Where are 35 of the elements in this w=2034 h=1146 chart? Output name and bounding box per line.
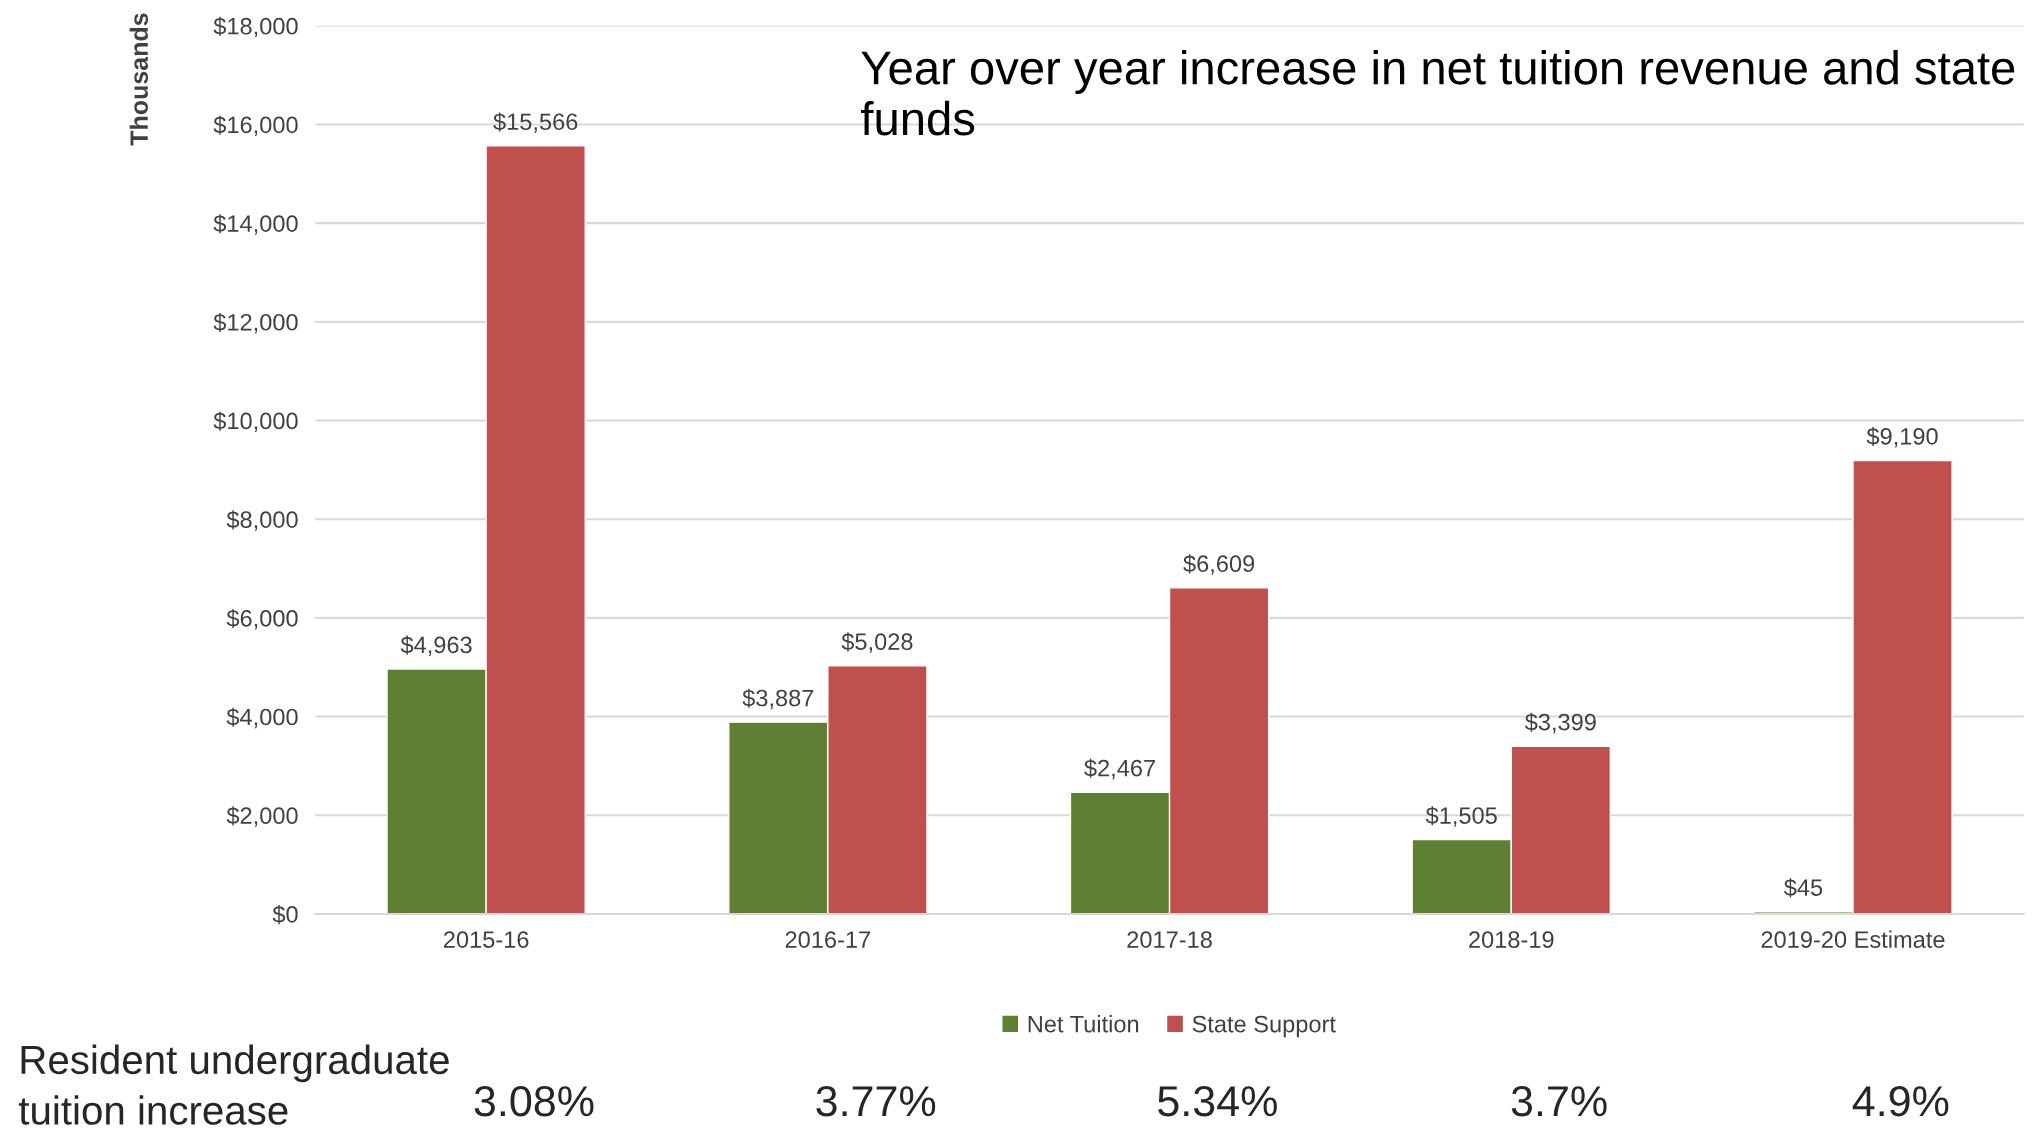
y-tick-label: $16,000	[213, 115, 298, 137]
text: 3.77%	[816, 1085, 936, 1117]
x-tick-label: 2018-19	[1469, 931, 1554, 948]
y-axis-title: Thousands	[129, 13, 149, 146]
data-label: $3,887	[742, 688, 814, 710]
data-label: $9,190	[1866, 427, 1938, 448]
data-label: $1,505	[1425, 806, 1497, 827]
data-label: $6,609	[1183, 554, 1255, 575]
text: 3.7%	[1511, 1085, 1607, 1117]
x-tick-label: 2017-18	[1127, 931, 1212, 948]
text: 5.34%	[1158, 1085, 1277, 1117]
y-tick-label: $0	[272, 905, 298, 925]
y-tick-label: $4,000	[226, 707, 298, 729]
text: Resident undergraduate tuition increase	[18, 1044, 449, 1125]
x-tick-label: 2015-16	[443, 931, 529, 948]
data-label: $15,566	[493, 112, 578, 133]
text: 3.08%	[474, 1085, 594, 1117]
text: Year over year increase in net tuition revenue and state funds	[861, 49, 2015, 136]
data-label: $3,399	[1524, 712, 1596, 734]
data-label: $45	[1783, 878, 1823, 898]
y-tick-label: $12,000	[213, 312, 298, 334]
y-tick-label: $10,000	[213, 411, 298, 433]
x-tick-label: 2016-17	[785, 931, 870, 948]
text: 4.9%	[1852, 1085, 1949, 1117]
legend-label: State Support	[1192, 1015, 1336, 1038]
y-tick-label: $6,000	[226, 608, 298, 630]
data-label: $4,963	[400, 635, 472, 657]
data-label: $2,467	[1084, 758, 1155, 780]
data-label: $5,028	[841, 632, 913, 653]
y-tick-label: $2,000	[226, 806, 298, 827]
y-tick-label: $8,000	[226, 510, 298, 531]
x-tick-label: 2019-20 Estimate	[1761, 930, 1945, 948]
y-tick-label: $14,000	[213, 214, 298, 235]
legend-label: Net Tuition	[1028, 1015, 1139, 1033]
y-tick-label: $18,000	[213, 16, 298, 38]
